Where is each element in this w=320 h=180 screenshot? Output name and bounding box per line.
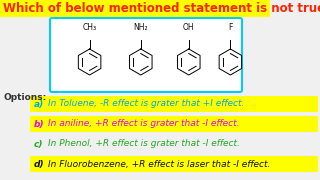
Text: a): a) [34, 100, 44, 109]
FancyBboxPatch shape [50, 18, 242, 92]
Text: c): c) [34, 140, 44, 148]
Bar [0, 0, 270, 17]
Text: F: F [228, 23, 233, 32]
Text: CH₃: CH₃ [83, 23, 97, 32]
Text: OH: OH [183, 23, 195, 32]
Text: In Fluorobenzene, +R effect is laser that -I effect.: In Fluorobenzene, +R effect is laser tha… [48, 159, 270, 168]
Text: NH₂: NH₂ [133, 23, 148, 32]
Text: Which of below mentioned statement is not true?: Which of below mentioned statement is no… [3, 2, 320, 15]
Text: Options:: Options: [4, 93, 47, 102]
Bar [30, 116, 318, 132]
Bar [30, 156, 318, 172]
Text: d): d) [34, 159, 44, 168]
Bar [30, 96, 318, 112]
Text: In Toluene, -R effect is grater that +I effect.: In Toluene, -R effect is grater that +I … [48, 100, 244, 109]
Text: In Phenol, +R effect is grater that -I effect.: In Phenol, +R effect is grater that -I e… [48, 140, 240, 148]
Text: b): b) [34, 120, 44, 129]
Text: In aniline, +R effect is grater that -I effect.: In aniline, +R effect is grater that -I … [48, 120, 239, 129]
